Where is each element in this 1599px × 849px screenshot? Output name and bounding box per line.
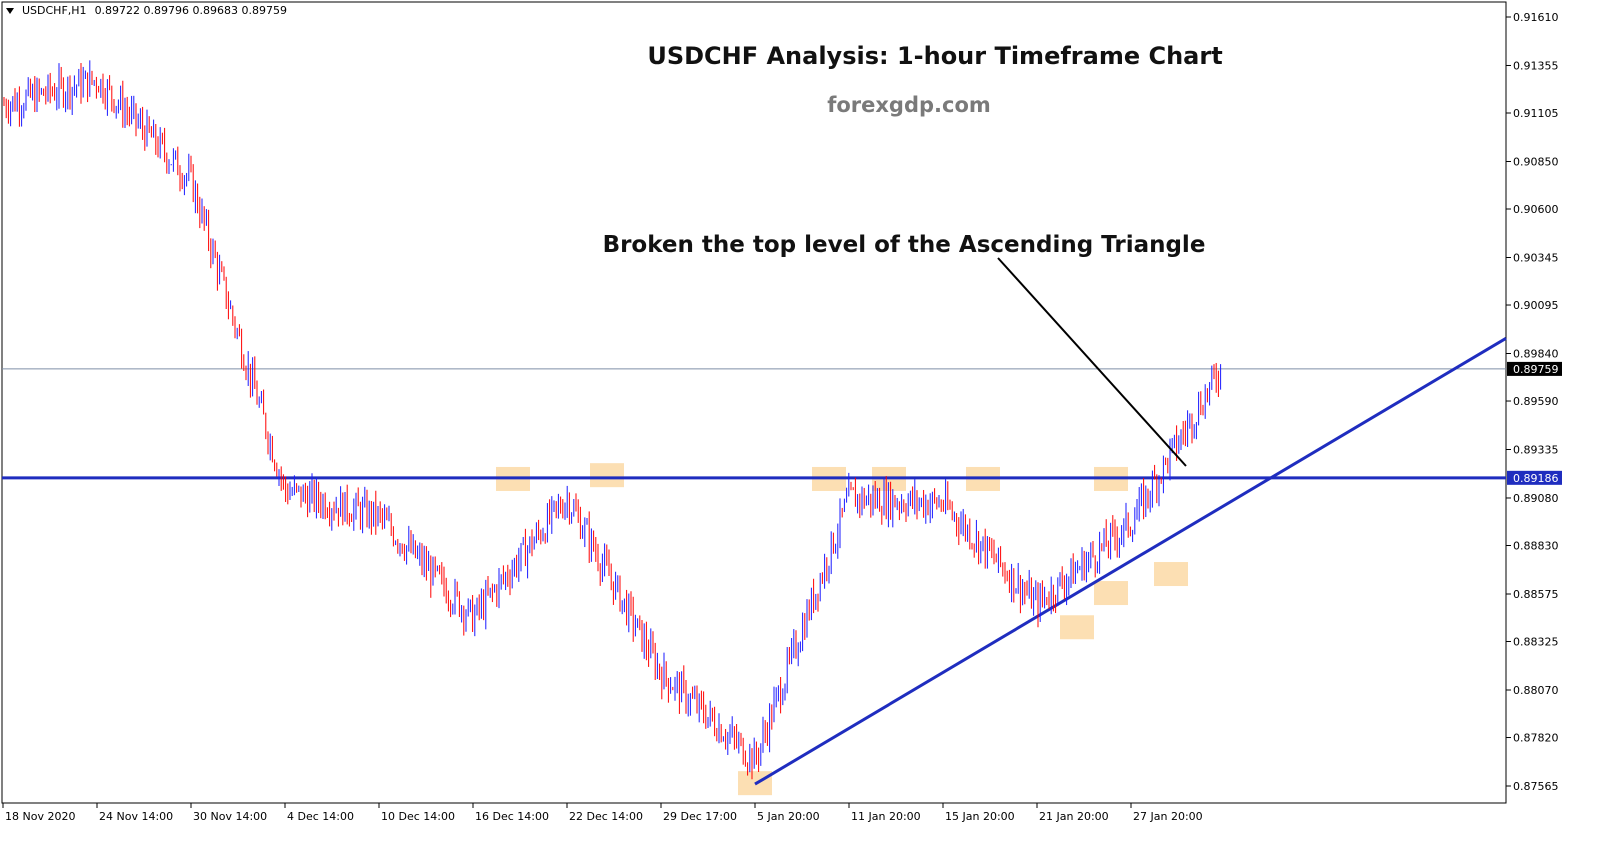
x-tick-label-2: 30 Nov 14:00 <box>193 810 267 823</box>
touch-highlight-9 <box>1154 562 1188 587</box>
chart-subtitle: forexgdp.com <box>827 93 991 117</box>
resistance-badge-bg <box>1507 470 1562 485</box>
y-tick-label-16: 0.87565 <box>1513 780 1559 793</box>
y-tick-label-15: 0.87820 <box>1513 732 1559 745</box>
y-tick-label-9: 0.89335 <box>1513 444 1559 457</box>
x-tick-label-7: 29 Dec 17:00 <box>663 810 737 823</box>
ascending-trendline <box>754 336 1507 786</box>
y-tick-label-5: 0.90345 <box>1513 251 1559 264</box>
y-tick-label-0: 0.91610 <box>1513 11 1559 24</box>
ohlc-values: 0.89722 0.89796 0.89683 0.89759 <box>94 4 288 17</box>
annotation-arrow <box>997 257 1187 467</box>
y-tick-label-8: 0.89590 <box>1513 395 1559 408</box>
chart-title: USDCHF Analysis: 1-hour Timeframe Chart <box>647 42 1222 70</box>
touch-highlight-1 <box>590 463 624 488</box>
resistance-badge: 0.89186 <box>1513 472 1559 485</box>
breakout-annotation: Broken the top level of the Ascending Tr… <box>603 232 1206 258</box>
y-tick-label-10: 0.89080 <box>1513 492 1559 505</box>
plot-frame <box>1 1 1507 804</box>
symbol-label: USDCHF,H1 <box>22 4 87 17</box>
touch-highlight-7 <box>1060 615 1094 640</box>
current-price-badge-bg <box>1507 361 1562 376</box>
chart-header: USDCHF,H1 0.89722 0.89796 0.89683 0.8975… <box>6 4 287 17</box>
x-tick-label-12: 27 Jan 20:00 <box>1133 810 1203 823</box>
y-tick-label-14: 0.88070 <box>1513 684 1559 697</box>
y-tick-label-3: 0.90850 <box>1513 155 1559 168</box>
x-tick-label-10: 15 Jan 20:00 <box>945 810 1015 823</box>
y-tick-label-13: 0.88325 <box>1513 636 1559 649</box>
current-price-badge: 0.89759 <box>1513 363 1559 376</box>
y-tick-label-11: 0.88830 <box>1513 540 1559 553</box>
x-tick-label-11: 21 Jan 20:00 <box>1039 810 1109 823</box>
x-tick-label-4: 10 Dec 14:00 <box>381 810 455 823</box>
x-tick-label-3: 4 Dec 14:00 <box>287 810 354 823</box>
y-tick-label-2: 0.91105 <box>1513 107 1559 120</box>
y-tick-label-12: 0.88575 <box>1513 588 1559 601</box>
dropdown-triangle-icon[interactable] <box>6 7 14 14</box>
touch-highlight-8 <box>1094 581 1128 606</box>
x-tick-label-1: 24 Nov 14:00 <box>99 810 173 823</box>
x-tick-label-0: 18 Nov 2020 <box>5 810 75 823</box>
y-tick-label-4: 0.90600 <box>1513 203 1559 216</box>
x-tick-label-9: 11 Jan 20:00 <box>851 810 921 823</box>
x-tick-label-5: 16 Dec 14:00 <box>475 810 549 823</box>
y-tick-label-7: 0.89840 <box>1513 347 1559 360</box>
y-tick-label-6: 0.90095 <box>1513 299 1559 312</box>
y-tick-label-1: 0.91355 <box>1513 59 1559 72</box>
x-tick-label-8: 5 Jan 20:00 <box>757 810 820 823</box>
x-tick-label-6: 22 Dec 14:00 <box>569 810 643 823</box>
